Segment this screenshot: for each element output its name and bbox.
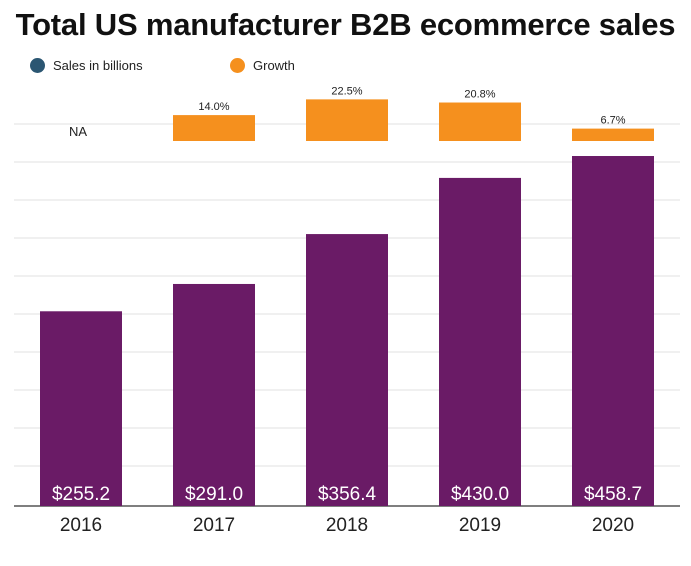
- sales-bar: [439, 177, 521, 506]
- growth-value-label: 22.5%: [331, 85, 362, 97]
- sales-bar: [306, 234, 388, 506]
- sales-value-label: $356.4: [318, 484, 377, 505]
- growth-value-label: 6.7%: [600, 115, 625, 127]
- x-tick-label: 2019: [459, 515, 501, 536]
- sales-value-label: $430.0: [451, 484, 509, 505]
- legend-item-sales: Sales in billions: [30, 58, 230, 73]
- legend-swatch-sales: [30, 58, 45, 73]
- x-tick-label: 2016: [60, 515, 102, 536]
- x-tick-label: 2018: [326, 515, 368, 536]
- legend-swatch-growth: [230, 58, 245, 73]
- sales-bar: [572, 156, 654, 506]
- x-tick-label: 2017: [193, 515, 235, 536]
- sales-value-label: $255.2: [52, 484, 110, 505]
- legend-label-growth: Growth: [253, 58, 295, 73]
- growth-bar: [306, 99, 388, 141]
- growth-na-label: NA: [69, 124, 87, 139]
- growth-bar: [572, 128, 654, 141]
- growth-bar: [439, 102, 521, 141]
- legend-item-growth: Growth: [230, 58, 295, 73]
- chart-title: Total US manufacturer B2B ecommerce sale…: [15, 7, 676, 42]
- growth-bar: [173, 115, 255, 141]
- legend: Sales in billions Growth: [30, 58, 295, 73]
- growth-value-label: 14.0%: [198, 101, 229, 113]
- legend-label-sales: Sales in billions: [53, 58, 143, 73]
- x-tick-label: 2020: [592, 515, 634, 536]
- sales-bar: [173, 283, 255, 506]
- sales-bar: [40, 311, 122, 506]
- sales-value-label: $458.7: [584, 484, 642, 505]
- sales-value-label: $291.0: [185, 484, 243, 505]
- growth-value-label: 20.8%: [464, 89, 495, 101]
